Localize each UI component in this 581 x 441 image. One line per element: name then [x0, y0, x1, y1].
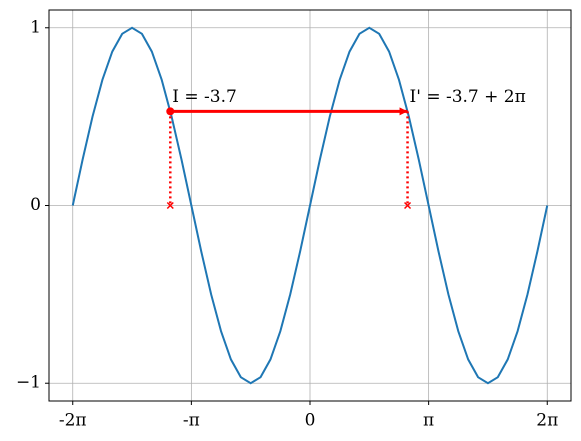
annotation-label: I' = -3.7 + 2π	[410, 87, 526, 107]
sine-curve	[71, 26, 549, 385]
x-tick-label: -2π	[59, 411, 87, 431]
annotation-label: I = -3.7	[172, 87, 237, 107]
foot-marker	[166, 201, 174, 210]
foot-marker	[404, 201, 412, 210]
x-tick-label: 0	[305, 411, 316, 431]
x-tick-label: π	[423, 411, 434, 431]
x-tick-label: 2π	[536, 411, 558, 431]
plot-frame	[48, 9, 572, 402]
y-tick-label: 0	[30, 195, 41, 215]
arrow-head	[399, 107, 408, 116]
point-marker	[166, 107, 175, 116]
y-tick-label: 1	[30, 17, 41, 37]
x-tick-label: -π	[183, 411, 200, 431]
y-tick-label: −1	[16, 373, 41, 393]
